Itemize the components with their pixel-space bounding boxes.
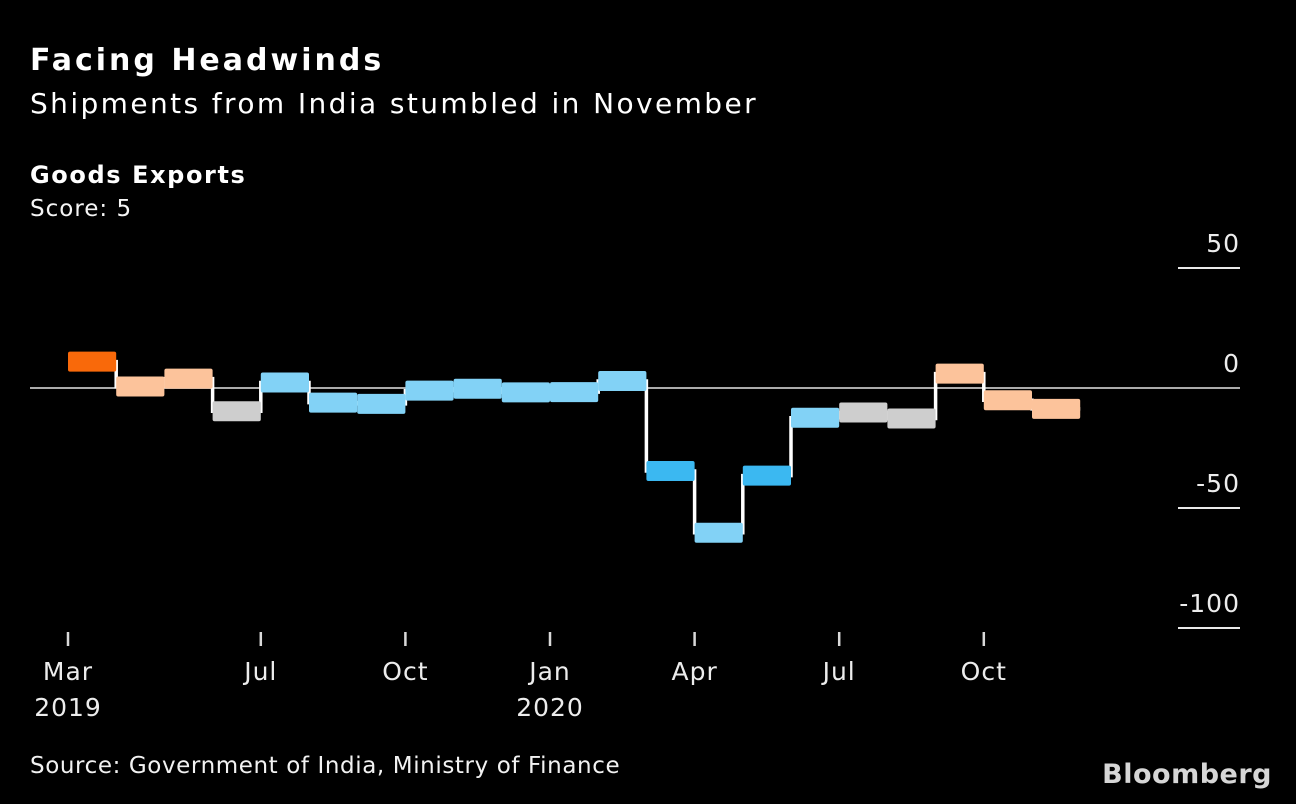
x-axis-year-2019: 2019 <box>34 693 102 722</box>
month-segment-dec-2019 <box>501 382 550 403</box>
x-axis-label-jan: Jan <box>529 657 571 686</box>
x-axis-label-mar: Mar <box>42 657 94 686</box>
month-segment-jul-2020 <box>839 402 888 423</box>
month-segment-aug-2019 <box>309 392 358 413</box>
x-axis-label-oct: Oct <box>382 657 429 686</box>
chart-title: Facing Headwinds <box>30 43 385 78</box>
month-segment-aug-2020 <box>887 408 936 429</box>
month-segment-oct-2020 <box>983 390 1032 411</box>
month-segment-sep-2020 <box>935 363 984 384</box>
month-segment-jun-2020 <box>791 407 840 428</box>
month-segment-feb-2020 <box>598 371 647 392</box>
month-segment-jul-2019 <box>260 372 309 393</box>
y-axis-label--100: -100 <box>1179 589 1240 618</box>
month-segment-apr-2019 <box>116 376 165 397</box>
chart-subtitle: Shipments from India stumbled in Novembe… <box>30 87 758 120</box>
x-axis-label-oct: Oct <box>960 657 1007 686</box>
month-segment-may-2020 <box>742 465 791 486</box>
month-segment-may-2019 <box>164 368 213 389</box>
y-axis-label-0: 0 <box>1223 349 1240 378</box>
x-axis-year-2020: 2020 <box>516 693 584 722</box>
month-segment-nov-2020 <box>1032 398 1081 419</box>
source-attribution: Source: Government of India, Ministry of… <box>30 753 621 779</box>
score-label: Score: 5 <box>30 196 133 222</box>
series-name-label: Goods Exports <box>30 161 247 189</box>
x-axis-label-jul: Jul <box>244 657 278 686</box>
month-segment-jan-2020 <box>550 382 599 403</box>
month-segment-jun-2019 <box>212 401 261 422</box>
month-segment-oct-2019 <box>405 380 454 401</box>
month-segment-apr-2020 <box>694 522 743 543</box>
bloomberg-logo: Bloomberg <box>1102 759 1272 790</box>
month-segment-nov-2019 <box>453 378 502 399</box>
y-axis-label--50: -50 <box>1196 469 1240 498</box>
x-axis-label-jul: Jul <box>822 657 856 686</box>
month-segment-sep-2019 <box>357 393 406 414</box>
y-axis-label-50: 50 <box>1206 229 1240 258</box>
x-axis-label-apr: Apr <box>671 657 718 686</box>
month-segment-mar-2019 <box>68 351 117 372</box>
month-segment-mar-2020 <box>646 461 695 482</box>
